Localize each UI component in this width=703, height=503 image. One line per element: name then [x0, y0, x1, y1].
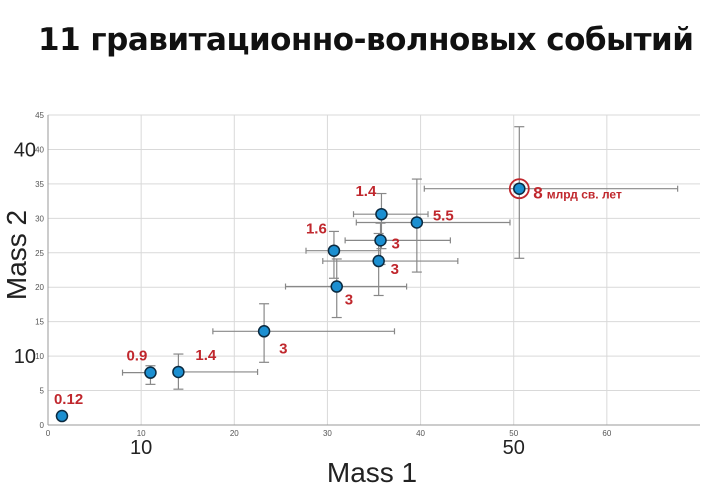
data-point	[257, 325, 271, 338]
axis-layer: 0 5 10 15 20 25 30 35 40 45 0 10 20 30 40 50 60	[35, 111, 700, 438]
data-point	[144, 366, 157, 379]
y-tick-label: 10	[35, 352, 44, 361]
data-label: 3	[392, 235, 400, 252]
y-tick-label: 15	[35, 318, 44, 327]
y-tick-label: 20	[35, 283, 44, 292]
y-tick-label-large: 10	[14, 346, 36, 368]
y-tick-label: 0	[40, 421, 45, 430]
x-tick-label-large: 50	[503, 437, 525, 459]
data-label: 1.4	[195, 347, 217, 364]
x-tick-label: 0	[46, 429, 51, 438]
data-label: 1.4	[355, 183, 377, 200]
data-label: 0.9	[126, 348, 147, 365]
data-label: 1.6	[306, 221, 327, 238]
data-label: 0.12	[54, 391, 83, 408]
y-tick-label: 45	[35, 111, 44, 120]
error-bar	[284, 258, 408, 319]
x-tick-label: 60	[602, 429, 611, 438]
y-tick-label: 35	[35, 180, 44, 189]
x-tick-label: 50	[509, 429, 518, 438]
y-tick-label: 40	[35, 145, 44, 154]
data-label: 3	[391, 261, 399, 278]
data-point	[330, 280, 343, 293]
chart-title: 11 гравитационно-волновых событий	[38, 22, 694, 58]
data-label-suffix: млрд св. лет	[547, 188, 622, 202]
data-point	[513, 182, 526, 195]
data-point	[375, 207, 388, 221]
data-point	[55, 409, 69, 423]
y-tick-label: 25	[35, 249, 44, 258]
data-point	[410, 216, 424, 229]
data-label: 3	[279, 340, 287, 357]
highlight-ring	[508, 178, 530, 200]
data-label: 3	[345, 292, 353, 309]
label-layer: 0.12 0.9 1.4 3 3 3 1.6 3 1.4 5.5 8 млрд св. лет	[54, 183, 622, 408]
x-tick-label: 40	[416, 429, 425, 438]
y-tick-label: 30	[35, 214, 44, 223]
x-tick-label: 10	[137, 429, 146, 438]
error-bar	[212, 303, 396, 363]
x-tick-label-large: 10	[130, 437, 152, 459]
x-axis-title: Mass 1	[327, 457, 417, 488]
point-layer	[55, 178, 530, 423]
data-label: 8 млрд св. лет	[533, 184, 622, 203]
x-tick-label: 30	[323, 429, 332, 438]
data-point	[327, 244, 341, 257]
error-bar	[305, 230, 382, 279]
grid-layer	[47, 114, 700, 426]
data-point	[374, 234, 387, 247]
data-label: 5.5	[433, 207, 454, 224]
data-point	[172, 365, 185, 379]
y-axis-title: Mass 2	[1, 210, 32, 300]
y-tick-label-large: 40	[14, 139, 36, 161]
x-tick-label: 20	[230, 429, 239, 438]
y-tick-label: 5	[40, 387, 45, 396]
data-point	[372, 254, 385, 268]
